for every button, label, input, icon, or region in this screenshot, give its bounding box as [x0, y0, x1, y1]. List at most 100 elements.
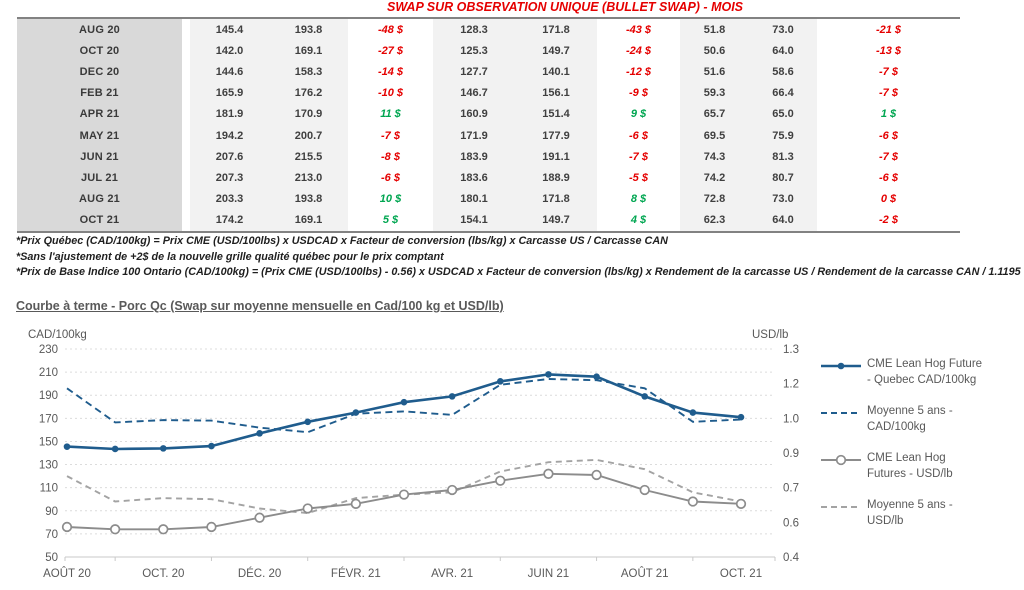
x-axis-label: AVR. 21 — [431, 568, 473, 580]
diff-cell: -7 $ — [817, 146, 960, 168]
left-axis-tick: 190 — [39, 390, 58, 402]
value-cell: 177.9 — [515, 124, 597, 147]
value-cell: 59.3 — [680, 82, 749, 104]
left-axis-tick: 90 — [45, 506, 58, 518]
diff-cell: -48 $ — [348, 19, 433, 41]
left-axis-tick: 130 — [39, 460, 58, 472]
value-cell: 72.8 — [680, 188, 749, 210]
value-cell: 154.1 — [433, 209, 515, 231]
line-marker-icon — [821, 362, 861, 370]
diff-cell: -24 $ — [597, 40, 680, 62]
value-cell: 169.1 — [269, 209, 348, 231]
diff-cell: -6 $ — [817, 167, 960, 189]
value-cell: 170.9 — [269, 103, 348, 125]
diff-cell: -21 $ — [817, 19, 960, 41]
x-axis-label: DÉC. 20 — [238, 567, 281, 580]
data-point-marker — [159, 445, 167, 452]
legend-item: Moyenne 5 ans - CAD/100kg — [820, 404, 1010, 435]
diff-cell: 11 $ — [348, 103, 433, 125]
value-cell: 174.2 — [190, 209, 269, 231]
series-cme-quebec-cad — [66, 373, 742, 451]
legend-item: CME Lean Hog Futures - USD/lb — [820, 451, 1010, 482]
data-point-marker — [254, 512, 265, 523]
right-axis-tick: 0.7 — [783, 483, 799, 495]
chart-legend: CME Lean Hog Future - Quebec CAD/100kg Mo… — [820, 357, 1010, 545]
left-axis-tick: 170 — [39, 413, 58, 425]
value-cell: 66.4 — [749, 82, 817, 104]
diff-cell: -43 $ — [597, 19, 680, 41]
data-point-marker — [63, 443, 71, 450]
data-point-marker — [256, 430, 263, 437]
left-axis-tick: 50 — [45, 552, 58, 564]
diff-cell: -6 $ — [817, 124, 960, 147]
footnote: *Prix de Base Indice 100 Ontario (CAD/10… — [16, 266, 1021, 278]
value-cell: 207.6 — [190, 146, 269, 168]
x-axis-label: FÉVR. 21 — [331, 567, 381, 580]
column-gap — [182, 103, 190, 125]
value-cell: 149.7 — [515, 40, 597, 62]
column-gap — [182, 40, 190, 62]
legend-label: CME Lean Hog Future - Quebec CAD/100kg — [867, 358, 983, 386]
value-cell: 160.9 — [433, 103, 515, 125]
value-cell: 80.7 — [749, 167, 817, 189]
dashed-line-icon — [821, 412, 861, 414]
value-cell: 215.5 — [269, 146, 348, 168]
value-cell: 188.9 — [515, 167, 597, 189]
swap-table: AUG 20 145.4 193.8 -48 $128.3 171.8 -43 $51.8… — [17, 17, 960, 233]
data-point-marker — [689, 409, 697, 416]
data-point-marker — [158, 524, 169, 535]
footnote: *Sans l'ajustement de +2$ de la nouvelle… — [16, 250, 444, 263]
data-point-marker — [302, 503, 313, 514]
diff-cell: 10 $ — [348, 188, 433, 210]
data-point-marker — [304, 418, 312, 426]
diff-cell: -27 $ — [348, 40, 433, 62]
column-gap — [182, 61, 190, 83]
footnotes: *Prix Québec (CAD/100kg) = Prix CME (USD… — [16, 234, 1024, 281]
legend-marker — [835, 454, 847, 466]
column-gap — [182, 188, 190, 210]
x-axis-label: OCT. 20 — [142, 568, 184, 580]
value-cell: 69.5 — [680, 124, 749, 147]
x-axis-label: AOÛT 20 — [43, 567, 91, 580]
value-cell: 75.9 — [749, 124, 817, 147]
diff-cell: -9 $ — [597, 82, 680, 104]
value-cell: 180.1 — [433, 188, 515, 210]
value-cell: 64.0 — [749, 40, 817, 62]
value-cell: 58.6 — [749, 61, 817, 83]
value-cell: 193.8 — [269, 19, 348, 41]
forward-curve-chart: CAD/100kg USD/lb 230 210 190 170 150 130 110 90 70… — [28, 329, 800, 580]
data-point-marker — [593, 373, 600, 381]
value-cell: 171.9 — [433, 124, 515, 147]
dashed-line-icon — [821, 506, 861, 508]
diff-cell: -7 $ — [817, 61, 960, 83]
value-cell: 194.2 — [190, 124, 269, 147]
column-gap — [182, 209, 190, 231]
diff-cell: -10 $ — [348, 82, 433, 104]
data-point-marker — [641, 393, 649, 400]
data-point-marker — [206, 521, 217, 533]
value-cell: 145.4 — [190, 19, 269, 41]
column-gap — [182, 146, 190, 168]
data-point-marker — [545, 371, 552, 378]
x-axis-label: JUIN 21 — [528, 568, 570, 580]
right-axis-tick: 1.0 — [783, 413, 799, 425]
data-point-marker — [543, 468, 554, 479]
legend-label: Moyenne 5 ans - USD/lb — [867, 499, 953, 527]
value-cell: 169.1 — [269, 40, 348, 62]
legend-swatch-icon — [820, 404, 862, 435]
month-cell: MAY 21 — [17, 124, 182, 147]
value-cell: 73.0 — [749, 188, 817, 210]
right-axis-tick: 1.2 — [783, 379, 799, 391]
value-cell: 74.3 — [680, 146, 749, 168]
value-cell: 62.3 — [680, 209, 749, 231]
diff-cell: -12 $ — [597, 61, 680, 83]
left-axis-tick: 70 — [45, 529, 58, 541]
footnote: *Prix Québec (CAD/100kg) = Prix CME (USD… — [16, 235, 668, 247]
value-cell: 193.8 — [269, 188, 348, 210]
right-axis-tick: 1.3 — [783, 344, 799, 356]
legend-label: Moyenne 5 ans - CAD/100kg — [867, 405, 953, 433]
data-point-marker — [496, 378, 504, 385]
data-point-marker — [591, 469, 602, 481]
column-gap — [182, 82, 190, 104]
